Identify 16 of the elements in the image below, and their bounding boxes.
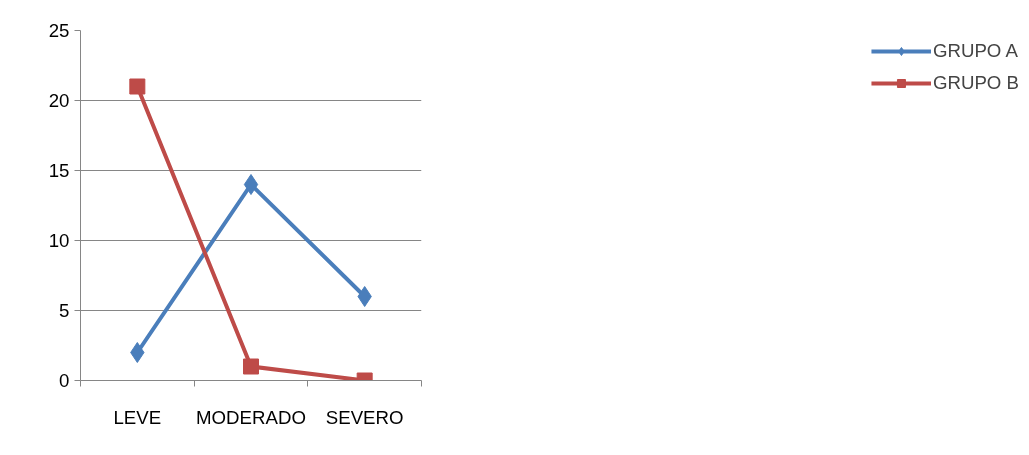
point [243,358,259,375]
legend-label: GRUPO A [932,40,1018,62]
point [130,342,145,363]
x-tick-label: MODERADO [196,406,306,428]
y-tick-label: 0 [59,370,70,391]
x-tick-label: LEVE [113,406,162,428]
point [129,78,146,95]
legend-label: GRUPO B [932,72,1019,94]
y-tick-label: 15 [48,160,70,181]
y-tick-label: 10 [48,230,70,251]
y-tick-label: 5 [59,300,70,321]
point [243,174,259,195]
point [357,286,372,307]
x-tick-label: SEVERO [325,406,404,428]
y-tick-label: 20 [48,90,70,111]
y-tick-label: 25 [48,20,70,41]
